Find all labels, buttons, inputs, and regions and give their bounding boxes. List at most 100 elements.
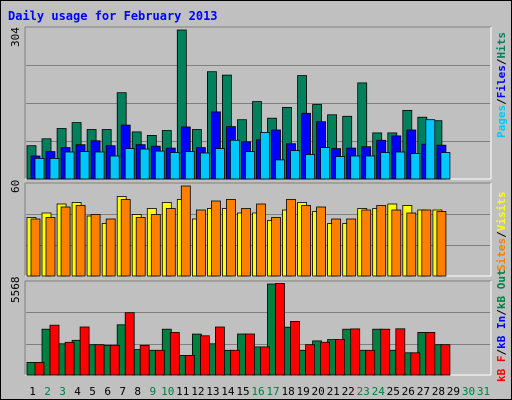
bot-bar-kb-f-day-11 (184, 354, 195, 376)
mid-bar-sites-day-11 (180, 185, 191, 277)
mid-bar-sites-day-7 (120, 199, 131, 277)
x-tick-label-day-28: 28 (432, 385, 445, 398)
x-tick-label-day-12: 12 (191, 385, 204, 398)
mid-bar-sites-day-6 (105, 218, 116, 277)
mid-bar-sites-day-19 (301, 205, 312, 277)
mid-bar-sites-day-24 (376, 205, 387, 277)
mid-bar-sites-day-17 (271, 217, 281, 277)
bot-bar-kb-f-day-22 (350, 328, 361, 376)
top-bar-pages-day-17 (275, 159, 285, 180)
x-tick-label-day-11: 11 (176, 385, 189, 398)
bot-bar-kb-f-day-12 (199, 335, 210, 376)
bot-bar-kb-f-day-3 (64, 341, 75, 376)
x-tick-label-day-17: 17 (266, 385, 279, 398)
mid-bar-sites-day-27 (421, 209, 432, 277)
x-tick-label-day-30: 30 (462, 385, 475, 398)
bot-bar-kb-f-day-5 (94, 344, 105, 376)
x-tick-label-day-26: 26 (402, 385, 415, 398)
x-tick-label-day-5: 5 (89, 385, 96, 398)
top-bar-pages-day-27 (425, 119, 436, 180)
mid-bar-sites-day-8 (135, 217, 146, 277)
mid-bar-sites-day-15 (241, 208, 251, 277)
bot-bar-kb-f-day-17 (275, 283, 285, 376)
bot-bar-kb-f-day-15 (245, 333, 255, 376)
top-bar-pages-day-18 (290, 150, 300, 180)
x-tick-label-day-24: 24 (372, 385, 386, 398)
mid-bar-sites-day-13 (210, 200, 221, 277)
top-bar-pages-day-11 (184, 151, 195, 180)
mid-bar-sites-day-26 (406, 212, 417, 277)
x-tick-label-day-1: 1 (29, 385, 36, 398)
mid-bar-sites-day-1 (30, 218, 41, 277)
mid-bar-sites-day-5 (90, 214, 101, 277)
top-bar-pages-day-10 (169, 152, 180, 180)
bot-bar-kb-f-day-4 (79, 326, 90, 376)
top-bar-pages-day-13 (214, 148, 225, 180)
bot-bar-kb-f-day-26 (410, 352, 421, 376)
x-tick-label-day-25: 25 (387, 385, 400, 398)
x-tick-label-day-23: 23 (357, 385, 370, 398)
top-bar-pages-day-4 (79, 151, 90, 180)
mid-bar-sites-day-10 (165, 208, 176, 277)
mid-bar-sites-day-20 (316, 206, 327, 277)
bot-bar-kb-f-day-9 (154, 349, 165, 376)
mid-bar-sites-day-12 (195, 209, 206, 277)
top-bar-pages-day-2 (49, 157, 60, 180)
top-bar-pages-day-19 (305, 154, 316, 180)
top-bar-pages-day-9 (154, 150, 165, 180)
x-tick-label-day-3: 3 (59, 385, 66, 398)
top-bar-pages-day-6 (109, 155, 120, 180)
bot-bar-kb-f-day-20 (320, 341, 331, 376)
top-bar-pages-day-5 (94, 151, 105, 180)
bot-bar-kb-f-day-13 (214, 326, 225, 376)
mid-bar-sites-day-16 (256, 203, 266, 277)
top-bar-pages-day-25 (395, 151, 406, 180)
mid-bar-sites-day-3 (60, 206, 71, 277)
bot-bar-kb-f-day-2 (49, 324, 60, 376)
x-tick-label-day-6: 6 (104, 385, 111, 398)
top-bar-pages-day-20 (320, 147, 331, 180)
x-tick-label-day-7: 7 (119, 385, 126, 398)
mid-bar-sites-day-4 (75, 205, 86, 277)
bot-bar-kb-f-day-6 (109, 344, 120, 376)
top-bar-pages-day-23 (365, 155, 376, 180)
bot-bar-kb-f-day-27 (425, 331, 436, 376)
x-tick-label-day-21: 21 (327, 385, 340, 398)
x-tick-label-day-19: 19 (296, 385, 309, 398)
top-bar-pages-day-16 (260, 131, 270, 180)
x-tick-label-day-20: 20 (311, 385, 324, 398)
bot-bar-kb-f-day-7 (124, 312, 135, 376)
top-bar-pages-day-7 (124, 148, 135, 180)
top-bar-pages-day-3 (64, 151, 75, 180)
x-tick-label-day-22: 22 (342, 385, 355, 398)
bot-bar-kb-f-day-21 (335, 339, 346, 376)
top-bar-pages-day-14 (229, 139, 240, 180)
bot-bar-kb-f-day-1 (34, 361, 45, 376)
top-bar-pages-day-21 (335, 156, 346, 180)
x-tick-label-day-9: 9 (149, 385, 156, 398)
mid-bar-sites-day-9 (150, 214, 161, 277)
top-bar-pages-day-15 (245, 151, 255, 180)
x-tick-label-day-2: 2 (44, 385, 51, 398)
bot-bar-kb-f-day-25 (395, 328, 406, 376)
x-tick-label-day-4: 4 (74, 385, 81, 398)
mid-bar-sites-day-21 (331, 218, 342, 277)
top-bar-pages-day-22 (350, 155, 361, 180)
mid-bar-sites-day-22 (346, 218, 357, 277)
x-tick-label-day-29: 29 (447, 385, 460, 398)
chart-title: Daily usage for February 2013 (8, 9, 218, 23)
x-tick-label-day-18: 18 (281, 385, 294, 398)
bot-bar-kb-f-day-14 (229, 349, 240, 376)
x-tick-label-day-14: 14 (221, 385, 235, 398)
mid-bar-sites-day-28 (436, 211, 447, 277)
x-tick-label-day-16: 16 (251, 385, 264, 398)
x-tick-label-day-15: 15 (236, 385, 249, 398)
top-bar-pages-day-28 (440, 152, 451, 180)
top-bar-pages-day-12 (199, 152, 210, 180)
mid-bar-sites-day-25 (391, 209, 402, 277)
mid-bar-sites-day-18 (286, 199, 296, 277)
x-tick-label-day-31: 31 (477, 385, 490, 398)
x-tick-label-day-27: 27 (417, 385, 430, 398)
bot-bar-kb-f-day-19 (305, 344, 316, 376)
